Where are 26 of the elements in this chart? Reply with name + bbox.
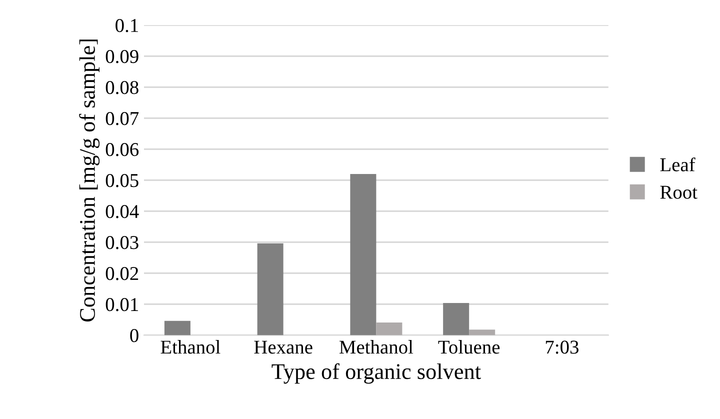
y-tick-label: 0.06 xyxy=(106,142,139,156)
bar xyxy=(350,174,376,336)
x-tick-label: Methanol xyxy=(339,340,414,354)
y-tick-label: 0.1 xyxy=(116,18,138,32)
bar xyxy=(469,330,496,336)
y-tick-label: 0.07 xyxy=(106,112,139,126)
bar xyxy=(376,322,402,336)
bar xyxy=(257,243,284,336)
y-tick-label: 0.08 xyxy=(106,80,138,94)
y-tick-label: 0.02 xyxy=(106,267,138,280)
y-tick-label: 0 xyxy=(130,329,138,342)
y-tick-label: 0.05 xyxy=(106,174,138,188)
bar xyxy=(164,320,190,336)
x-tick-label: Toluene xyxy=(438,340,500,354)
y-tick-label: 0.04 xyxy=(106,204,139,218)
legend-label: Root xyxy=(660,186,698,199)
y-tick-label: 0.01 xyxy=(106,298,138,312)
x-tick-label: Hexane xyxy=(254,340,312,354)
x-tick-label: Ethanol xyxy=(160,340,220,354)
y-tick-label: 0.03 xyxy=(106,236,138,250)
y-tick-label: 0.09 xyxy=(106,50,138,64)
bar xyxy=(443,302,470,336)
y-axis-title: Concentration [mg/g of sample] xyxy=(79,40,100,322)
legend-label: Leaf xyxy=(660,157,696,172)
x-axis-title: Type of organic solvent xyxy=(272,363,481,384)
x-tick-label: 7:03 xyxy=(546,340,578,354)
